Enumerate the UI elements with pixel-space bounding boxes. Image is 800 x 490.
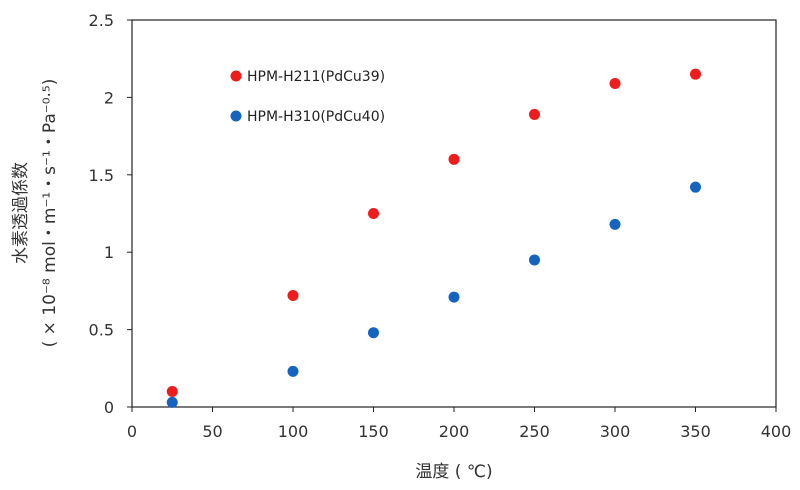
y-axis-ticks: 0 0.5 1 1.5 2 2.5 [89, 11, 132, 417]
x-tick-label: 350 [680, 422, 711, 441]
x-tick-label: 250 [519, 422, 550, 441]
x-tick-label: 50 [202, 422, 222, 441]
data-point-series-2 [448, 291, 460, 303]
data-point-series-1 [368, 208, 379, 219]
y-tick-label: 0 [104, 398, 114, 417]
y-tick-label: 0.5 [89, 321, 114, 340]
y-tick-label: 2 [104, 88, 114, 107]
x-tick-label: 400 [761, 422, 792, 441]
legend-label-series-1: HPM-H211(PdCu39) [247, 69, 385, 85]
data-points [166, 68, 701, 408]
x-tick-label: 100 [278, 422, 309, 441]
data-point-series-1 [529, 108, 540, 120]
data-point-series-1 [448, 153, 460, 165]
x-tick-label: 300 [600, 422, 631, 441]
data-point-series-1 [609, 77, 621, 89]
legend: HPM-H211(PdCu39) HPM-H310(PdCu40) [230, 69, 385, 125]
x-axis-ticks: 0 50 100 150 200 250 300 350 400 [127, 407, 791, 441]
data-point-series-2 [609, 218, 621, 230]
x-axis-title: 温度 ( ℃) [415, 462, 492, 482]
x-tick-label: 200 [439, 422, 470, 441]
legend-label-series-2: HPM-H310(PdCu40) [247, 109, 385, 125]
y-tick-label: 2.5 [89, 11, 114, 30]
data-point-series-1 [166, 386, 178, 398]
x-tick-label: 0 [127, 422, 137, 441]
y-tick-label: 1.5 [89, 166, 114, 185]
legend-marker-series-2 [230, 110, 242, 122]
data-point-series-2 [166, 396, 178, 408]
data-point-series-2 [529, 254, 540, 266]
y-axis-title-line1: 水素透過係数 [11, 162, 31, 264]
y-tick-label: 1 [104, 243, 114, 262]
x-tick-label: 150 [358, 422, 389, 441]
data-point-series-2 [287, 365, 299, 377]
data-point-series-1 [287, 290, 299, 302]
data-point-series-2 [368, 327, 379, 339]
legend-marker-series-1 [230, 70, 242, 82]
data-point-series-1 [690, 68, 701, 80]
y-axis-title-line2: ( × 10⁻⁸ mol・m⁻¹・s⁻¹・Pa⁻⁰·⁵) [40, 79, 60, 348]
plot-frame [131, 19, 777, 408]
data-point-series-2 [690, 181, 701, 193]
